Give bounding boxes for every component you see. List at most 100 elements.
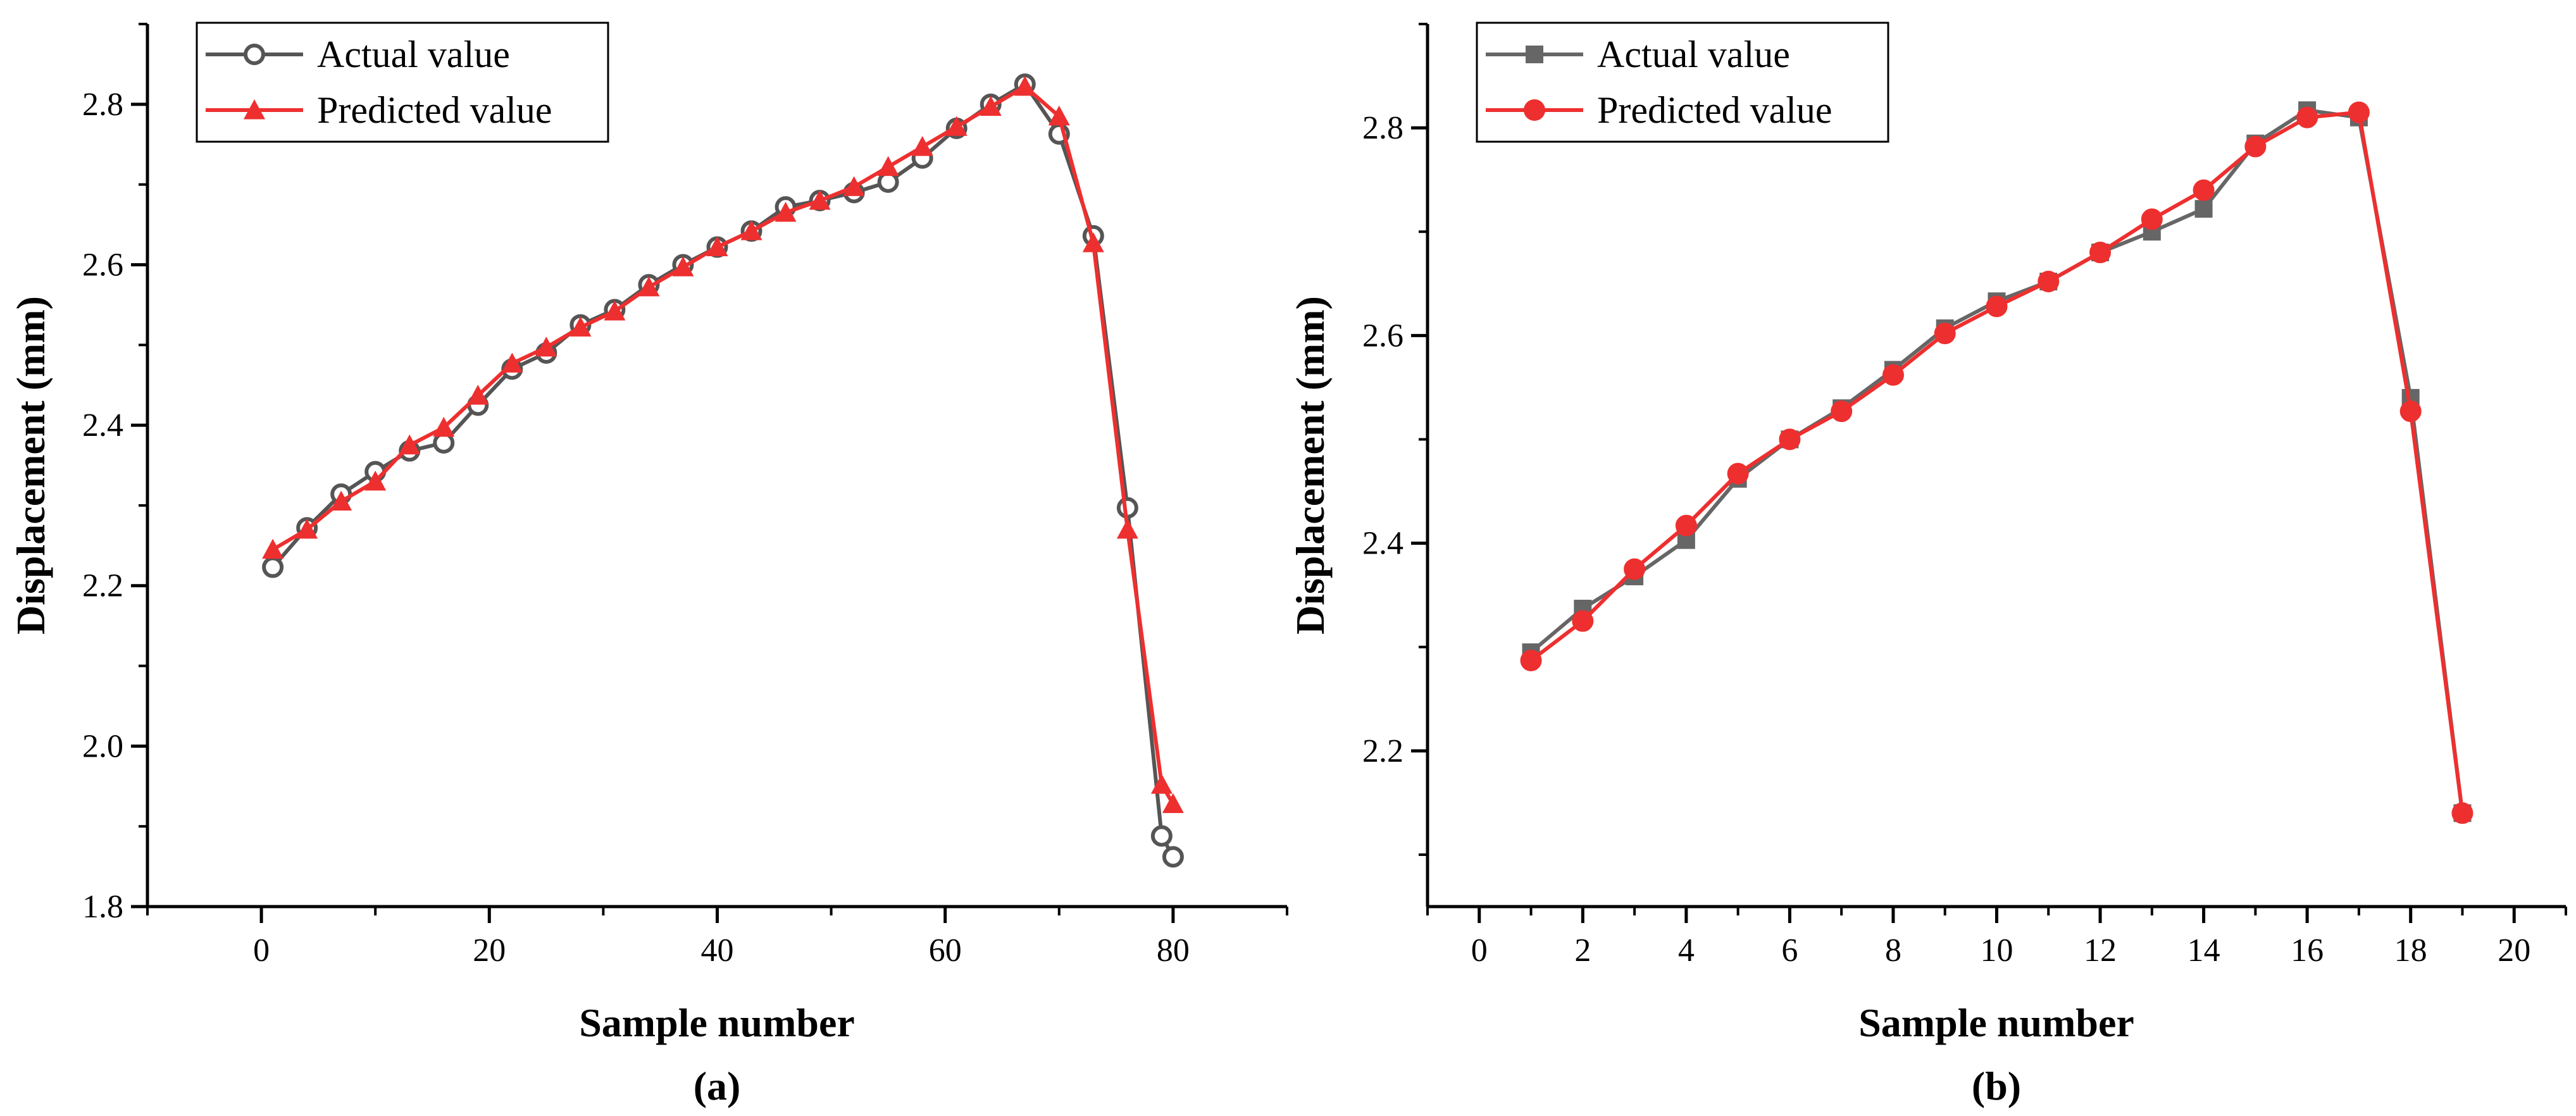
chart-b-x-tick-label: 20 [2498,933,2530,969]
chart-a-series-predicted-point-10 [604,301,626,321]
chart-b-legend-item-actual-label: Actual value [1597,34,1790,75]
chart-a-legend-item-predicted-label: Predicted value [317,89,552,131]
chart-a-series-predicted [262,75,1184,814]
chart-a-series-predicted-point-2 [330,490,352,511]
chart-b-series-predicted-point-5 [1779,428,1801,450]
chart-b-series-predicted-point-12 [2141,208,2163,230]
chart-a-series-predicted-point-4 [399,434,421,455]
chart-a-series-predicted-point-17 [843,176,865,196]
chart-a-legend: Actual value Predicted value [196,22,609,143]
chart-a-series-predicted-point-15 [775,202,797,222]
chart-a-series-predicted-point-24 [1082,232,1104,252]
chart-b-series-predicted-point-8 [1934,323,1956,345]
chart-b-series-actual-point-13 [2194,200,2213,218]
chart-a-series-predicted-point-0 [262,538,284,559]
chart-b-legend-item-predicted-label: Predicted value [1597,89,1832,131]
chart-a-series-actual-point-27 [1162,846,1184,868]
chart-a-series-predicted-point-23 [1048,105,1070,126]
chart-b-y-tick-label: 2.8 [1362,110,1403,146]
chart-b-series-actual [1522,101,2472,822]
chart-b-x-tick-label: 6 [1781,933,1798,969]
chart-a-series-predicted-point-19 [911,136,933,156]
chart-b-legend-item-actual-point-legend [1526,46,1543,63]
chart-b-series-predicted-point-1 [1572,610,1594,632]
chart-b-legend-item-predicted-point-legend [1524,99,1545,121]
chart-a-series-actual [262,73,1184,868]
chart-b: 2.2 2.4 2.6 2.8 0 2 4 6 8 10 12 14 16 18 20 Sample numb… [1288,22,2567,1108]
chart-a-panel-label: (a) [694,1063,741,1108]
chart-a-series-predicted-point-5 [433,416,455,437]
chart-a-x-tick-label: 60 [929,933,962,969]
chart-a-series-predicted-point-20 [945,116,968,136]
chart-b-series-actual-line [1529,108,2465,814]
chart-a-series-predicted-point-25 [1116,518,1138,539]
chart-a-y-tick-label: 2.8 [82,87,123,123]
chart-a-y-tick-label: 2.4 [82,407,123,443]
chart-b-y-tick-label: 2.6 [1362,318,1403,354]
chart-b-x-tick-label: 2 [1574,933,1591,969]
chart-a: 1.8 2.0 2.2 2.4 2.6 2.8 0 20 40 60 80 Sample number… [8,22,1288,1108]
chart-a-legend-item-predicted-point-legend [244,99,265,120]
chart-b-x-tick-label: 14 [2187,933,2220,969]
chart-a-series-predicted-point-1 [296,518,318,539]
chart-b-legend: Actual value Predicted value [1476,22,1889,143]
chart-b-x-tick-label: 18 [2394,933,2427,969]
chart-a-y-label: Displacement (mm) [8,296,53,635]
chart-a-x-tick-label: 0 [253,933,270,969]
chart-a-series-predicted-point-26 [1150,774,1173,794]
chart-a-series-predicted-point-7 [501,352,523,373]
chart-a-y-tick-label: 1.8 [82,889,123,925]
chart-b-series-predicted-point-6 [1831,400,1853,423]
chart-b-series-predicted-point-0 [1520,650,1542,672]
chart-a-y-tick-label: 2.0 [82,728,123,764]
chart-b-series-predicted-point-2 [1624,558,1646,580]
chart-b-series-predicted-point-10 [2038,271,2060,293]
chart-a-series-actual-line [271,82,1175,858]
chart-b-x-label: Sample number [1858,1000,2134,1045]
chart-b-series-predicted-point-3 [1675,514,1697,536]
chart-b-legend-box [1476,22,1889,143]
chart-b-x-tick-label: 10 [1981,933,2013,969]
chart-a-series-predicted-point-21 [980,96,1002,116]
chart-b-series-predicted-point-18 [2451,802,2473,824]
chart-b-x-tick-label: 0 [1471,933,1488,969]
chart-a-legend-item-actual-point-legend [244,44,265,65]
chart-b-series-predicted-point-14 [2244,135,2267,158]
chart-a-series-predicted-point-8 [535,337,557,357]
chart-b-series-predicted-point-9 [1986,295,2008,318]
chart-a-series-predicted-point-11 [638,276,660,297]
chart-b-series-predicted-point-17 [2399,400,2422,423]
chart-b-series-predicted-point-16 [2348,101,2370,123]
chart-b-series-predicted-point-13 [2193,179,2215,201]
chart-b-series-predicted-line [1529,110,2465,814]
chart-b-x-tick-label: 8 [1885,933,1901,969]
chart-b-series-predicted-point-7 [1882,364,1904,386]
chart-a-series-predicted-point-22 [1014,75,1036,96]
chart-a-series-predicted-point-13 [706,236,728,257]
chart-b-x-tick-label: 12 [2084,933,2117,969]
chart-a-y-tick-label: 2.2 [82,568,123,604]
chart-b-series-predicted-point-4 [1727,462,1749,485]
chart-a-x-tick-label: 40 [701,933,734,969]
chart-b-series-predicted-point-15 [2296,106,2318,128]
chart-b-x-tick-label: 16 [2291,933,2324,969]
chart-a-series-predicted-point-14 [740,220,762,240]
chart-b-y-tick-label: 2.4 [1362,526,1403,562]
chart-a-x-label: Sample number [579,1000,855,1045]
chart-a-series-predicted-point-6 [467,385,489,405]
chart-a-legend-item-actual-label: Actual value [317,34,510,75]
chart-a-series-predicted-line [271,84,1175,805]
chart-a-series-predicted-point-16 [809,190,831,210]
chart-b-y-label: Displacement (mm) [1288,296,1333,635]
chart-a-series-actual-point-0 [262,556,284,578]
chart-a-y-tick-label: 2.6 [82,247,123,283]
chart-b-panel-label: (b) [1972,1063,2021,1108]
chart-b-y-tick-label: 2.2 [1362,733,1403,769]
chart-a-series-predicted-point-18 [877,156,899,177]
chart-a-series-predicted-point-3 [364,470,387,491]
chart-a-x-tick-label: 20 [473,933,506,969]
chart-b-series-predicted [1520,101,2473,824]
chart-b-series-predicted-point-11 [2089,242,2112,264]
chart-a-series-predicted-point-12 [672,256,694,276]
